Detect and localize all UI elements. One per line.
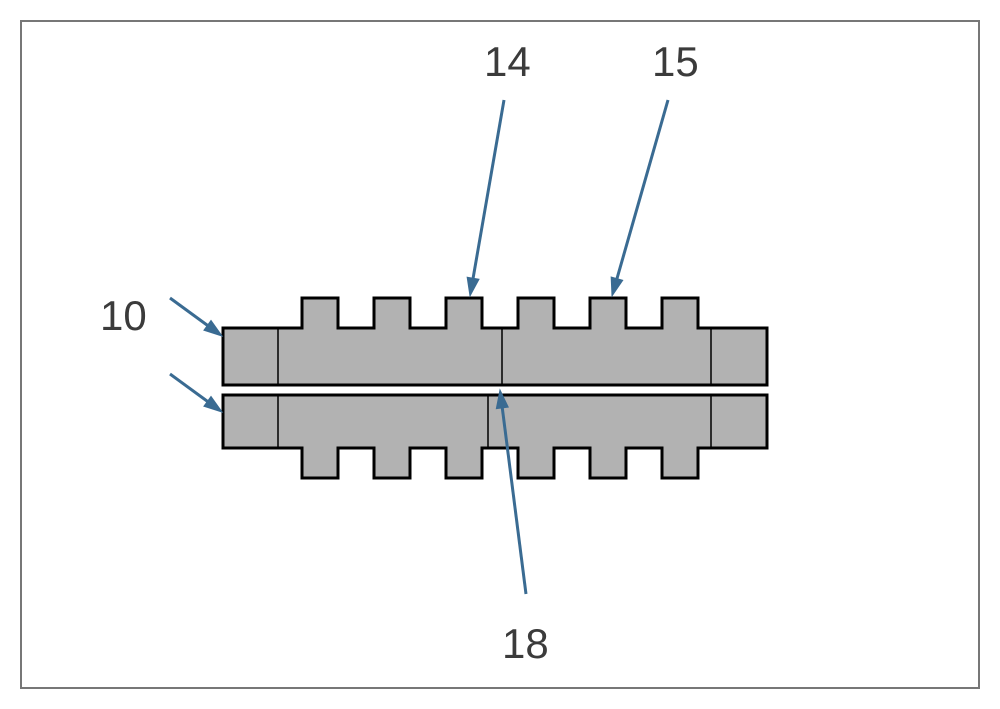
- top-slab: [223, 298, 767, 385]
- arrow-10-top: [170, 298, 213, 330]
- label-18: 18: [502, 620, 549, 667]
- bottom-slab: [223, 395, 767, 478]
- label-14: 14: [484, 38, 531, 85]
- arrow-10-top-head: [204, 321, 222, 336]
- technical-diagram: 10 14 15 18: [0, 0, 1000, 709]
- label-15: 15: [652, 38, 699, 85]
- arrow-14-head: [467, 277, 479, 296]
- arrow-15-head: [611, 277, 623, 296]
- arrow-10-bot-head: [204, 397, 222, 412]
- arrow-10-bot: [170, 374, 213, 406]
- arrow-15: [615, 100, 668, 286]
- arrow-14: [472, 100, 504, 285]
- label-10: 10: [100, 292, 147, 339]
